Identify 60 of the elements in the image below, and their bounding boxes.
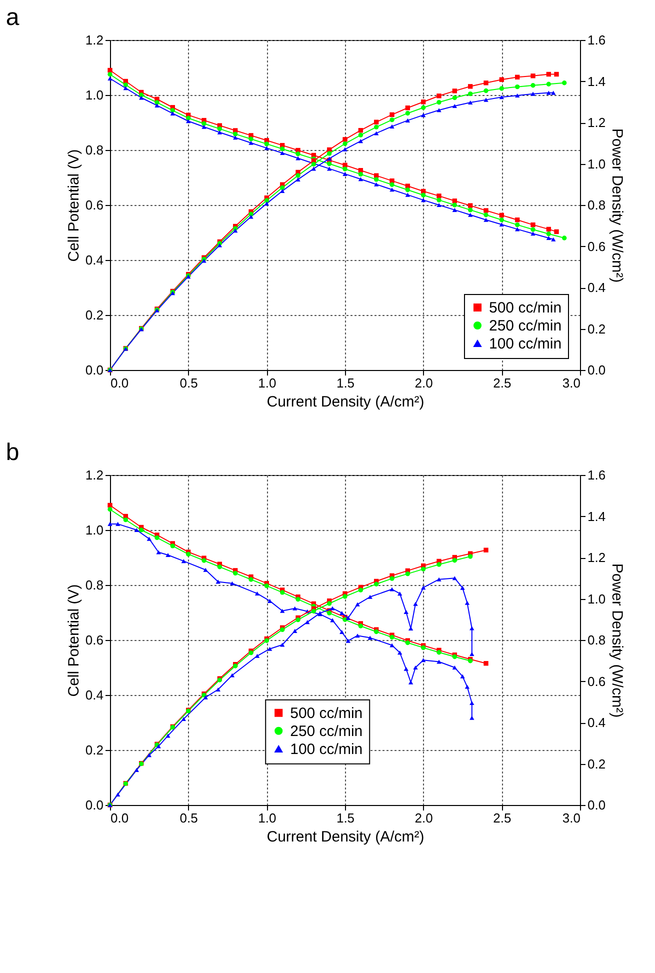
x-tick-label: 3.0 bbox=[562, 810, 580, 826]
chart-title: a bbox=[6, 4, 20, 31]
x-tick-label: 1.0 bbox=[258, 810, 276, 826]
legend-label: 500 cc/min bbox=[489, 300, 562, 316]
y-tick-label: 1.2 bbox=[85, 32, 104, 48]
y2-tick-label: 0.0 bbox=[588, 362, 606, 378]
y-tick-label: 0.2 bbox=[85, 308, 104, 322]
x-tick-label: 0.5 bbox=[180, 376, 198, 390]
legend-label: 250 cc/min bbox=[290, 722, 363, 740]
y2-tick-label: 1.0 bbox=[588, 156, 606, 172]
x-axis-title: Current Density (A/cm²) bbox=[266, 828, 424, 846]
y2-tick-label: 0.8 bbox=[588, 198, 606, 212]
y-tick-label: 0.0 bbox=[85, 798, 104, 812]
y2-tick-label: 1.0 bbox=[588, 591, 606, 606]
y-tick-label: 1.2 bbox=[85, 468, 104, 482]
y2-axis-title: Power Density (W/cm²) bbox=[608, 128, 626, 283]
legend-label: 100 cc/min bbox=[290, 740, 363, 758]
y-tick-label: 0.4 bbox=[85, 688, 104, 702]
y2-tick-label: 0.4 bbox=[588, 280, 606, 295]
x-tick-label: 1.0 bbox=[258, 376, 276, 390]
y2-tick-label: 0.2 bbox=[588, 756, 606, 772]
x-tick-label: 1.5 bbox=[336, 810, 355, 826]
y2-tick-label: 0.6 bbox=[588, 238, 606, 254]
y2-tick-label: 0.8 bbox=[588, 632, 606, 648]
legend-label: 100 cc/min bbox=[489, 336, 562, 352]
y2-tick-label: 1.6 bbox=[588, 468, 606, 482]
y-tick-label: 0.0 bbox=[85, 362, 104, 378]
y2-tick-label: 0.4 bbox=[588, 715, 606, 730]
y2-tick-label: 1.2 bbox=[588, 115, 606, 130]
x-tick-label: 2.5 bbox=[493, 376, 512, 390]
x-tick-label: 2.5 bbox=[493, 810, 512, 826]
y-tick-label: 0.8 bbox=[85, 142, 104, 158]
y-tick-label: 1.0 bbox=[85, 522, 104, 538]
y2-tick-label: 1.4 bbox=[588, 508, 606, 524]
x-tick-label: 3.0 bbox=[562, 376, 580, 390]
y-tick-label: 0.6 bbox=[85, 198, 104, 212]
y-tick-label: 0.8 bbox=[85, 578, 104, 592]
x-tick-label: 0.0 bbox=[110, 376, 129, 390]
y2-tick-label: 1.2 bbox=[588, 550, 606, 565]
x-tick-label: 0.0 bbox=[110, 810, 129, 826]
legend-label: 250 cc/min bbox=[489, 318, 562, 334]
x-tick-label: 2.0 bbox=[414, 810, 433, 826]
x-axis-title: Current Density (A/cm²) bbox=[266, 394, 424, 410]
x-tick-label: 2.0 bbox=[414, 376, 433, 390]
y-axis-title: Cell Potential (V) bbox=[65, 584, 82, 697]
x-tick-label: 1.5 bbox=[336, 376, 355, 390]
legend-label: 500 cc/min bbox=[290, 704, 363, 722]
y-axis-title: Cell Potential (V) bbox=[65, 149, 82, 262]
chart-title: b bbox=[6, 439, 20, 466]
y2-tick-label: 1.6 bbox=[588, 32, 606, 48]
y-tick-label: 1.0 bbox=[85, 88, 104, 102]
y2-tick-label: 0.6 bbox=[588, 674, 606, 689]
y2-tick-label: 0.2 bbox=[588, 321, 606, 336]
y-tick-label: 0.4 bbox=[85, 252, 104, 268]
y2-tick-label: 0.0 bbox=[588, 798, 606, 812]
y-tick-label: 0.6 bbox=[85, 632, 104, 648]
y-tick-label: 0.2 bbox=[85, 742, 104, 758]
y2-axis-title: Power Density (W/cm²) bbox=[608, 563, 626, 718]
x-tick-label: 0.5 bbox=[180, 810, 198, 826]
y2-tick-label: 1.4 bbox=[588, 74, 606, 89]
